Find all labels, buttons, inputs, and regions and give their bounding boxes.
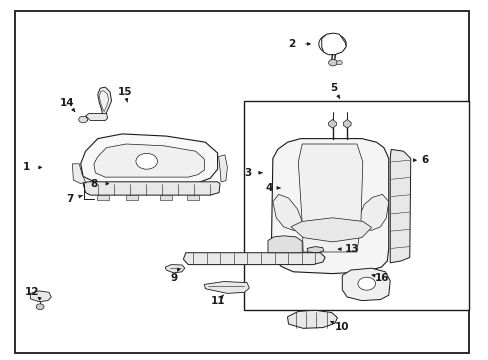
Text: 14: 14 <box>60 98 75 108</box>
Polygon shape <box>272 194 302 230</box>
Bar <box>244 101 468 310</box>
Text: 5: 5 <box>330 83 337 93</box>
Polygon shape <box>94 144 204 177</box>
Polygon shape <box>30 291 51 302</box>
Text: 16: 16 <box>374 273 389 283</box>
Circle shape <box>136 153 157 169</box>
Polygon shape <box>389 149 410 263</box>
Polygon shape <box>183 253 325 265</box>
Text: 9: 9 <box>170 273 177 283</box>
Text: 7: 7 <box>66 194 74 204</box>
Circle shape <box>336 60 342 65</box>
Text: 13: 13 <box>344 244 359 254</box>
Polygon shape <box>218 155 227 182</box>
Polygon shape <box>160 195 172 200</box>
Polygon shape <box>342 268 389 301</box>
Polygon shape <box>83 182 220 195</box>
Polygon shape <box>290 218 371 242</box>
Polygon shape <box>271 139 388 274</box>
Polygon shape <box>187 195 199 200</box>
Circle shape <box>357 277 375 290</box>
Polygon shape <box>98 87 111 115</box>
Polygon shape <box>85 113 107 121</box>
Circle shape <box>36 304 44 310</box>
Polygon shape <box>298 144 362 252</box>
Text: 12: 12 <box>24 287 39 297</box>
Text: 15: 15 <box>117 87 132 97</box>
Circle shape <box>318 34 346 54</box>
Polygon shape <box>72 164 85 184</box>
Text: 10: 10 <box>334 321 349 332</box>
Text: 3: 3 <box>244 168 251 178</box>
Text: 1: 1 <box>23 162 30 172</box>
Polygon shape <box>126 195 138 200</box>
Text: 8: 8 <box>90 179 97 189</box>
Polygon shape <box>328 120 336 128</box>
Text: 6: 6 <box>421 155 428 165</box>
Polygon shape <box>343 120 350 128</box>
Polygon shape <box>267 236 302 253</box>
Circle shape <box>328 59 337 66</box>
Polygon shape <box>359 194 388 230</box>
Polygon shape <box>165 265 184 273</box>
Text: 4: 4 <box>264 183 272 193</box>
Polygon shape <box>321 33 346 55</box>
Text: 2: 2 <box>288 39 295 49</box>
Polygon shape <box>81 134 217 184</box>
Polygon shape <box>287 310 337 328</box>
Polygon shape <box>306 247 323 253</box>
Circle shape <box>79 116 87 123</box>
Polygon shape <box>97 195 108 200</box>
Polygon shape <box>204 282 249 293</box>
Text: 11: 11 <box>210 296 224 306</box>
